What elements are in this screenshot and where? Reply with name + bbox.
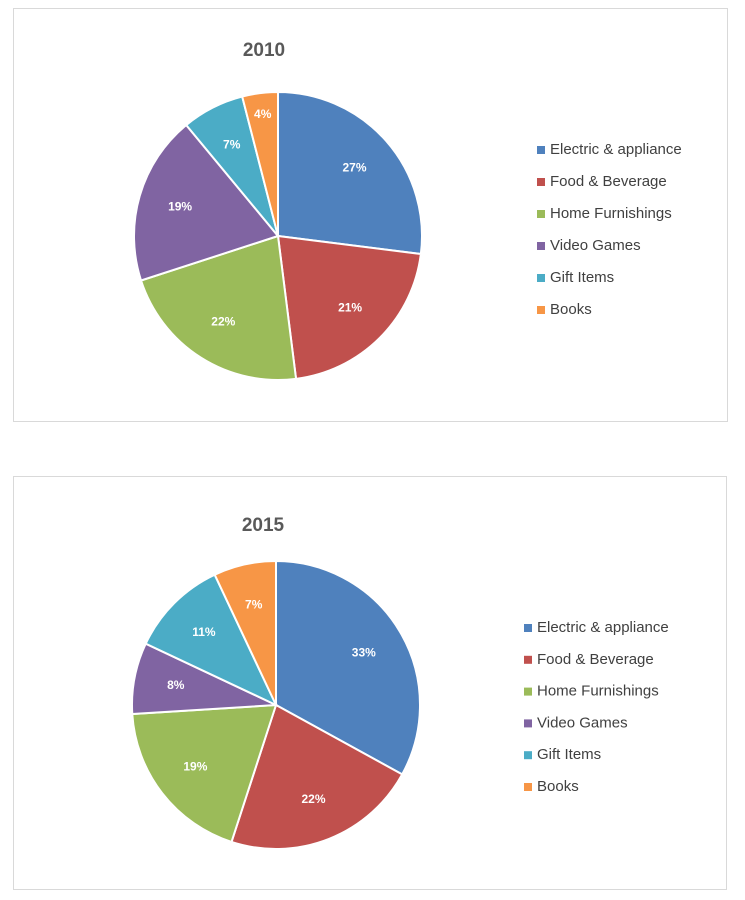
legend-swatch xyxy=(524,655,532,664)
pie-chart-2015: 2015 33% 22% 19% 8% 11% 7% Electric & appliance… xyxy=(130,515,669,850)
legend-item-books: Books xyxy=(524,778,579,795)
legend-label: Video Games xyxy=(537,714,628,731)
pie-slice-food-beverage xyxy=(230,703,404,850)
legend-label: Books xyxy=(537,778,579,795)
slice-label-home-furnishings: 22% xyxy=(211,314,235,328)
pie-slice-electric-appliance xyxy=(275,559,421,776)
legend-label: Electric & appliance xyxy=(550,141,682,158)
chart-title: 2015 xyxy=(242,515,285,536)
legend-swatch xyxy=(524,687,532,696)
slice-label-food-beverage: 22% xyxy=(301,792,325,806)
pie-slice-video-games xyxy=(133,123,280,282)
legend-swatch xyxy=(537,306,545,314)
pie-chart-2010: 2010 27% 21% 22% 19% 7% 4% Electric & appliance… xyxy=(133,40,682,381)
legend-swatch xyxy=(537,178,545,186)
pie-slice-home-furnishings xyxy=(131,703,278,844)
legend-label: Books xyxy=(550,301,592,318)
legend-item-video-games: Video Games xyxy=(537,237,641,254)
legend-label: Gift Items xyxy=(550,269,614,286)
legend-item-home-furnishings: Home Furnishings xyxy=(537,205,672,222)
legend-item-home-furnishings: Home Furnishings xyxy=(524,683,659,700)
slice-label-electric-appliance: 27% xyxy=(342,161,366,175)
legend-item-video-games: Video Games xyxy=(524,714,628,731)
slice-label-video-games: 19% xyxy=(168,200,192,214)
legend-swatch xyxy=(524,719,532,728)
legend-label: Food & Beverage xyxy=(550,173,667,190)
chart-panel-2015: 2015 33% 22% 19% 8% 11% 7% Electric & appliance… xyxy=(13,476,727,890)
slice-label-gift-items: 11% xyxy=(192,625,216,639)
pie-slice-gift-items xyxy=(144,573,279,708)
pie-slice-home-furnishings xyxy=(139,234,298,381)
legend-item-food-beverage: Food & Beverage xyxy=(537,173,667,190)
slice-label-electric-appliance: 33% xyxy=(352,645,376,659)
legend-item-gift-items: Gift Items xyxy=(537,269,614,286)
legend-label: Home Furnishings xyxy=(550,205,672,222)
slice-label-food-beverage: 21% xyxy=(338,300,362,314)
legend-swatch xyxy=(524,783,532,791)
legend-swatch xyxy=(537,242,545,250)
legend-swatch xyxy=(537,146,545,154)
chart-panel-2010: 2010 27% 21% 22% 19% 7% 4% Electric & appliance… xyxy=(13,8,728,422)
pie-slice-books xyxy=(213,559,277,706)
legend-label: Electric & appliance xyxy=(537,619,669,636)
legend-swatch xyxy=(537,210,545,218)
pie-slice-books xyxy=(240,90,279,237)
slice-label-video-games: 8% xyxy=(167,678,185,692)
slice-label-books: 4% xyxy=(254,107,272,121)
slice-label-home-furnishings: 19% xyxy=(183,760,207,774)
slice-label-gift-items: 7% xyxy=(223,137,241,151)
legend-item-electric-appliance: Electric & appliance xyxy=(524,619,669,636)
legend-label: Home Furnishings xyxy=(537,683,659,700)
legend-item-electric-appliance: Electric & appliance xyxy=(537,141,682,158)
legend-item-gift-items: Gift Items xyxy=(524,746,601,763)
legend-swatch xyxy=(524,624,532,632)
slice-label-books: 7% xyxy=(245,598,263,612)
pie-slice-electric-appliance xyxy=(277,90,423,256)
legend-label: Food & Beverage xyxy=(537,651,654,668)
legend-label: Gift Items xyxy=(537,746,601,763)
legend-item-books: Books xyxy=(537,301,592,318)
legend-swatch xyxy=(537,274,545,282)
legend-label: Video Games xyxy=(550,237,641,254)
legend-swatch xyxy=(524,751,532,760)
chart-title: 2010 xyxy=(243,40,285,61)
pie-slice-food-beverage xyxy=(276,234,422,380)
legend-item-food-beverage: Food & Beverage xyxy=(524,651,654,668)
